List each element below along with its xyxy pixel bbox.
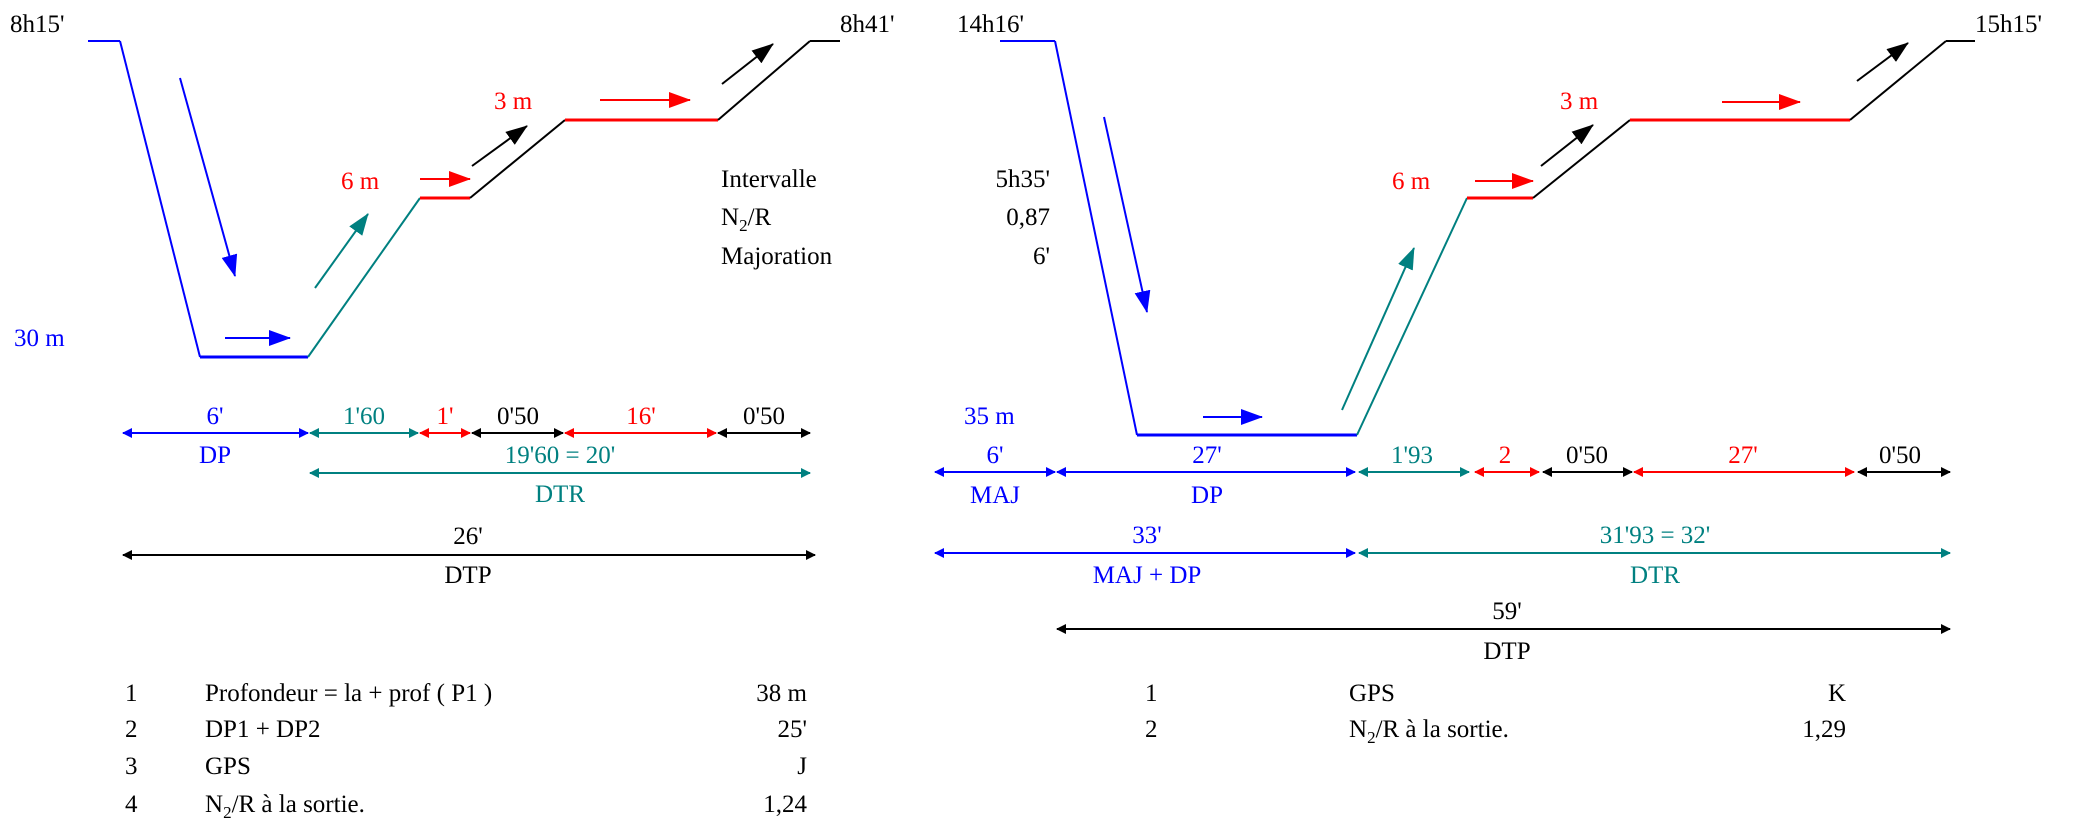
dive2-ascent-line-1: [1356, 197, 1468, 436]
dive1-dtp-total: 26': [453, 523, 483, 550]
dive1-majoration-label: Majoration: [721, 243, 833, 270]
dive1-dtr-total: 19'60 = 20': [505, 442, 616, 469]
dive1-dtp-label: DTP: [444, 562, 491, 589]
dive1-note-text: Profondeur = la + prof ( P1 ): [205, 680, 492, 707]
dive2-dp-time: 27': [1192, 442, 1222, 469]
dive1-ascent-line-1: [307, 197, 421, 358]
dive1-descent-line: [119, 40, 201, 358]
dive2-profile: 14h16' 15h15' 35 m 6 m 3 m 6' MAJ 27' DP…: [934, 11, 2042, 747]
dive1-ascent-line-3: [717, 40, 811, 121]
dive2-note-num: 2: [1145, 716, 1158, 743]
dive1-ascent-arrow-2: [471, 125, 528, 167]
dive1-ascent2-time: 0'50: [497, 403, 539, 430]
dive1-interval-value: 5h35': [995, 166, 1050, 193]
dive2-ascent-arrow-1: [1341, 247, 1415, 411]
dive2-stop3-label: 3 m: [1560, 88, 1599, 115]
dive1-note-value: 1,24: [763, 791, 807, 818]
dive1-note-value: J: [797, 753, 807, 780]
dive2-stop6-label: 6 m: [1392, 168, 1431, 195]
dive1-start-time: 8h15': [10, 11, 65, 38]
dive1-note-text: N2/R à la sortie.: [205, 791, 365, 822]
dive2-stop6-time: 2: [1499, 442, 1512, 469]
dive2-dtr-total: 31'93 = 32': [1600, 522, 1711, 549]
dive2-ascent-arrow-3: [1856, 42, 1909, 82]
dive1-note-text: GPS: [205, 753, 251, 780]
dive2-dp-label: DP: [1191, 482, 1223, 509]
dive1-notes: 1 Profondeur = la + prof ( P1 ) 38 m 2 D…: [125, 680, 808, 822]
dive1-dp-label: DP: [199, 442, 231, 469]
dive2-dtp-total: 59': [1492, 598, 1522, 625]
dive2-notes: 1 GPS K 2 N2/R à la sortie. 1,29: [1145, 680, 1846, 747]
dive1-ascent3-time: 0'50: [743, 403, 785, 430]
dive1-ascent-line-2: [469, 119, 566, 199]
dive2-descent-arrow: [1103, 116, 1151, 313]
dive1-depth-label: 30 m: [14, 325, 65, 352]
dive1-stop3-label: 3 m: [494, 88, 533, 115]
dive2-note-value: K: [1828, 680, 1846, 707]
dive1-end-time: 8h41': [840, 11, 895, 38]
dive2-ascent-line-2: [1532, 119, 1631, 199]
dive2-ascent-arrow-2: [1540, 124, 1594, 167]
dive2-dtp-label: DTP: [1483, 638, 1530, 665]
dive1-note-num: 4: [125, 791, 138, 818]
dive2-ascent2-time: 0'50: [1566, 442, 1608, 469]
dive2-dtr-label: DTR: [1630, 562, 1680, 589]
dive1-n2r-label: N2/R: [721, 204, 772, 235]
dive2-note-text: GPS: [1349, 680, 1395, 707]
dive1-ascent-arrow-1: [314, 213, 369, 289]
dive2-note-text: N2/R à la sortie.: [1349, 716, 1509, 747]
dive1-ascent1-time: 1'60: [343, 403, 385, 430]
dive1-stop3-time: 16': [626, 403, 656, 430]
dive2-note-value: 1,29: [1802, 716, 1846, 743]
dive1-note-num: 3: [125, 753, 138, 780]
dive2-descent-line: [1054, 40, 1138, 436]
dive2-stop3-time: 27': [1728, 442, 1758, 469]
dive2-majdp-total: 33': [1132, 522, 1162, 549]
dive1-stop6-time: 1': [436, 403, 453, 430]
dive2-ascent1-time: 1'93: [1391, 442, 1433, 469]
dive1-note-num: 1: [125, 680, 138, 707]
dive2-end-time: 15h15': [1975, 11, 2042, 38]
dive2-majdp-label: MAJ + DP: [1093, 562, 1202, 589]
dive1-interval-label: Intervalle: [721, 166, 817, 193]
dive2-ascent-line-3: [1849, 40, 1947, 121]
dive1-ascent-arrow-3: [721, 43, 774, 85]
dive1-note-text: DP1 + DP2: [205, 716, 321, 743]
dive2-maj-label: MAJ: [970, 482, 1020, 509]
dive2-note-num: 1: [1145, 680, 1158, 707]
dive1-dtr-label: DTR: [535, 481, 585, 508]
dive1-stop6-label: 6 m: [341, 168, 380, 195]
dive1-n2r-value: 0,87: [1006, 204, 1050, 231]
dive2-maj-time: 6': [986, 442, 1003, 469]
dive1-majoration-value: 6': [1033, 243, 1050, 270]
dive1-dp-time: 6': [206, 403, 223, 430]
dive1-profile: 8h15' 8h41' 30 m 6 m 3 m Intervalle 5h35…: [10, 11, 1050, 822]
dive2-depth-label: 35 m: [964, 403, 1015, 430]
dive1-descent-arrow: [179, 77, 238, 277]
dive1-note-value: 25': [777, 716, 807, 743]
dive1-note-num: 2: [125, 716, 138, 743]
dive2-start-time: 14h16': [957, 11, 1024, 38]
dive1-note-value: 38 m: [756, 680, 807, 707]
dive2-ascent3-time: 0'50: [1879, 442, 1921, 469]
